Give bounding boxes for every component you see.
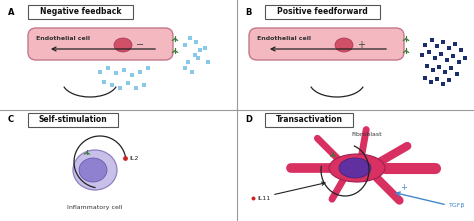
Point — [445, 46, 453, 50]
Ellipse shape — [339, 158, 371, 178]
Ellipse shape — [335, 38, 353, 52]
Point — [100, 80, 108, 84]
Text: Fibroblast: Fibroblast — [352, 132, 383, 137]
Point — [184, 60, 192, 64]
Point — [433, 77, 441, 81]
Text: Transactivation: Transactivation — [275, 116, 343, 124]
Point — [136, 70, 144, 74]
Point — [116, 86, 124, 90]
Text: Inflammatory cell: Inflammatory cell — [67, 205, 123, 210]
Point — [427, 80, 435, 84]
Point — [457, 48, 465, 52]
Text: IL2: IL2 — [129, 156, 138, 160]
Ellipse shape — [79, 158, 107, 182]
Point — [447, 66, 455, 70]
Text: Endothelial cell: Endothelial cell — [257, 36, 311, 41]
Point — [445, 78, 453, 82]
Point — [421, 43, 429, 47]
Text: IL11: IL11 — [257, 196, 270, 200]
Point — [104, 66, 112, 70]
Bar — [237, 0, 474, 110]
Text: +: + — [401, 183, 408, 192]
Point — [441, 70, 449, 74]
Point — [443, 58, 451, 62]
Bar — [0, 110, 237, 221]
Point — [128, 73, 136, 77]
Text: C: C — [8, 115, 14, 124]
Point — [108, 83, 116, 87]
Point — [201, 46, 209, 50]
Text: A: A — [8, 8, 15, 17]
Ellipse shape — [329, 154, 385, 182]
Text: TGFβ: TGFβ — [449, 202, 465, 208]
Point — [144, 66, 152, 70]
Point — [428, 38, 436, 42]
Ellipse shape — [114, 38, 132, 52]
Point — [453, 72, 461, 76]
Point — [425, 50, 433, 54]
Point — [181, 66, 189, 70]
Text: −: − — [136, 40, 144, 50]
Point — [196, 48, 204, 52]
Point — [188, 70, 196, 74]
Point — [433, 44, 441, 48]
Text: B: B — [245, 8, 251, 17]
Point — [96, 70, 104, 74]
Point — [191, 53, 199, 57]
Point — [112, 71, 120, 75]
Point — [429, 68, 437, 72]
Point — [249, 196, 257, 200]
Ellipse shape — [73, 150, 117, 190]
Point — [431, 56, 439, 60]
Point — [120, 68, 128, 72]
Point — [439, 40, 447, 44]
Text: D: D — [245, 115, 252, 124]
FancyBboxPatch shape — [28, 28, 173, 60]
Point — [418, 53, 426, 57]
Point — [423, 64, 431, 68]
Point — [451, 42, 459, 46]
FancyBboxPatch shape — [265, 113, 353, 127]
Text: Positive feedforward: Positive feedforward — [277, 8, 368, 17]
Point — [439, 82, 447, 86]
Point — [192, 40, 200, 44]
Point — [194, 56, 202, 60]
Point — [132, 86, 140, 90]
Point — [437, 52, 445, 56]
FancyBboxPatch shape — [249, 28, 404, 60]
FancyBboxPatch shape — [265, 5, 380, 19]
Point — [421, 76, 429, 80]
FancyBboxPatch shape — [28, 113, 118, 127]
Point — [449, 54, 457, 58]
Point — [204, 60, 212, 64]
Point — [181, 43, 189, 47]
Bar — [237, 110, 474, 221]
Text: Endothelial cell: Endothelial cell — [36, 36, 90, 41]
FancyBboxPatch shape — [28, 5, 133, 19]
Text: Self-stimulation: Self-stimulation — [38, 116, 108, 124]
Point — [455, 60, 463, 64]
Point — [435, 65, 443, 69]
Point — [121, 156, 129, 160]
Text: +: + — [357, 40, 365, 50]
Point — [186, 36, 194, 40]
Point — [461, 56, 469, 60]
Point — [124, 81, 132, 85]
Bar — [0, 0, 237, 110]
Point — [140, 83, 148, 87]
Text: Negative feedback: Negative feedback — [40, 8, 121, 17]
